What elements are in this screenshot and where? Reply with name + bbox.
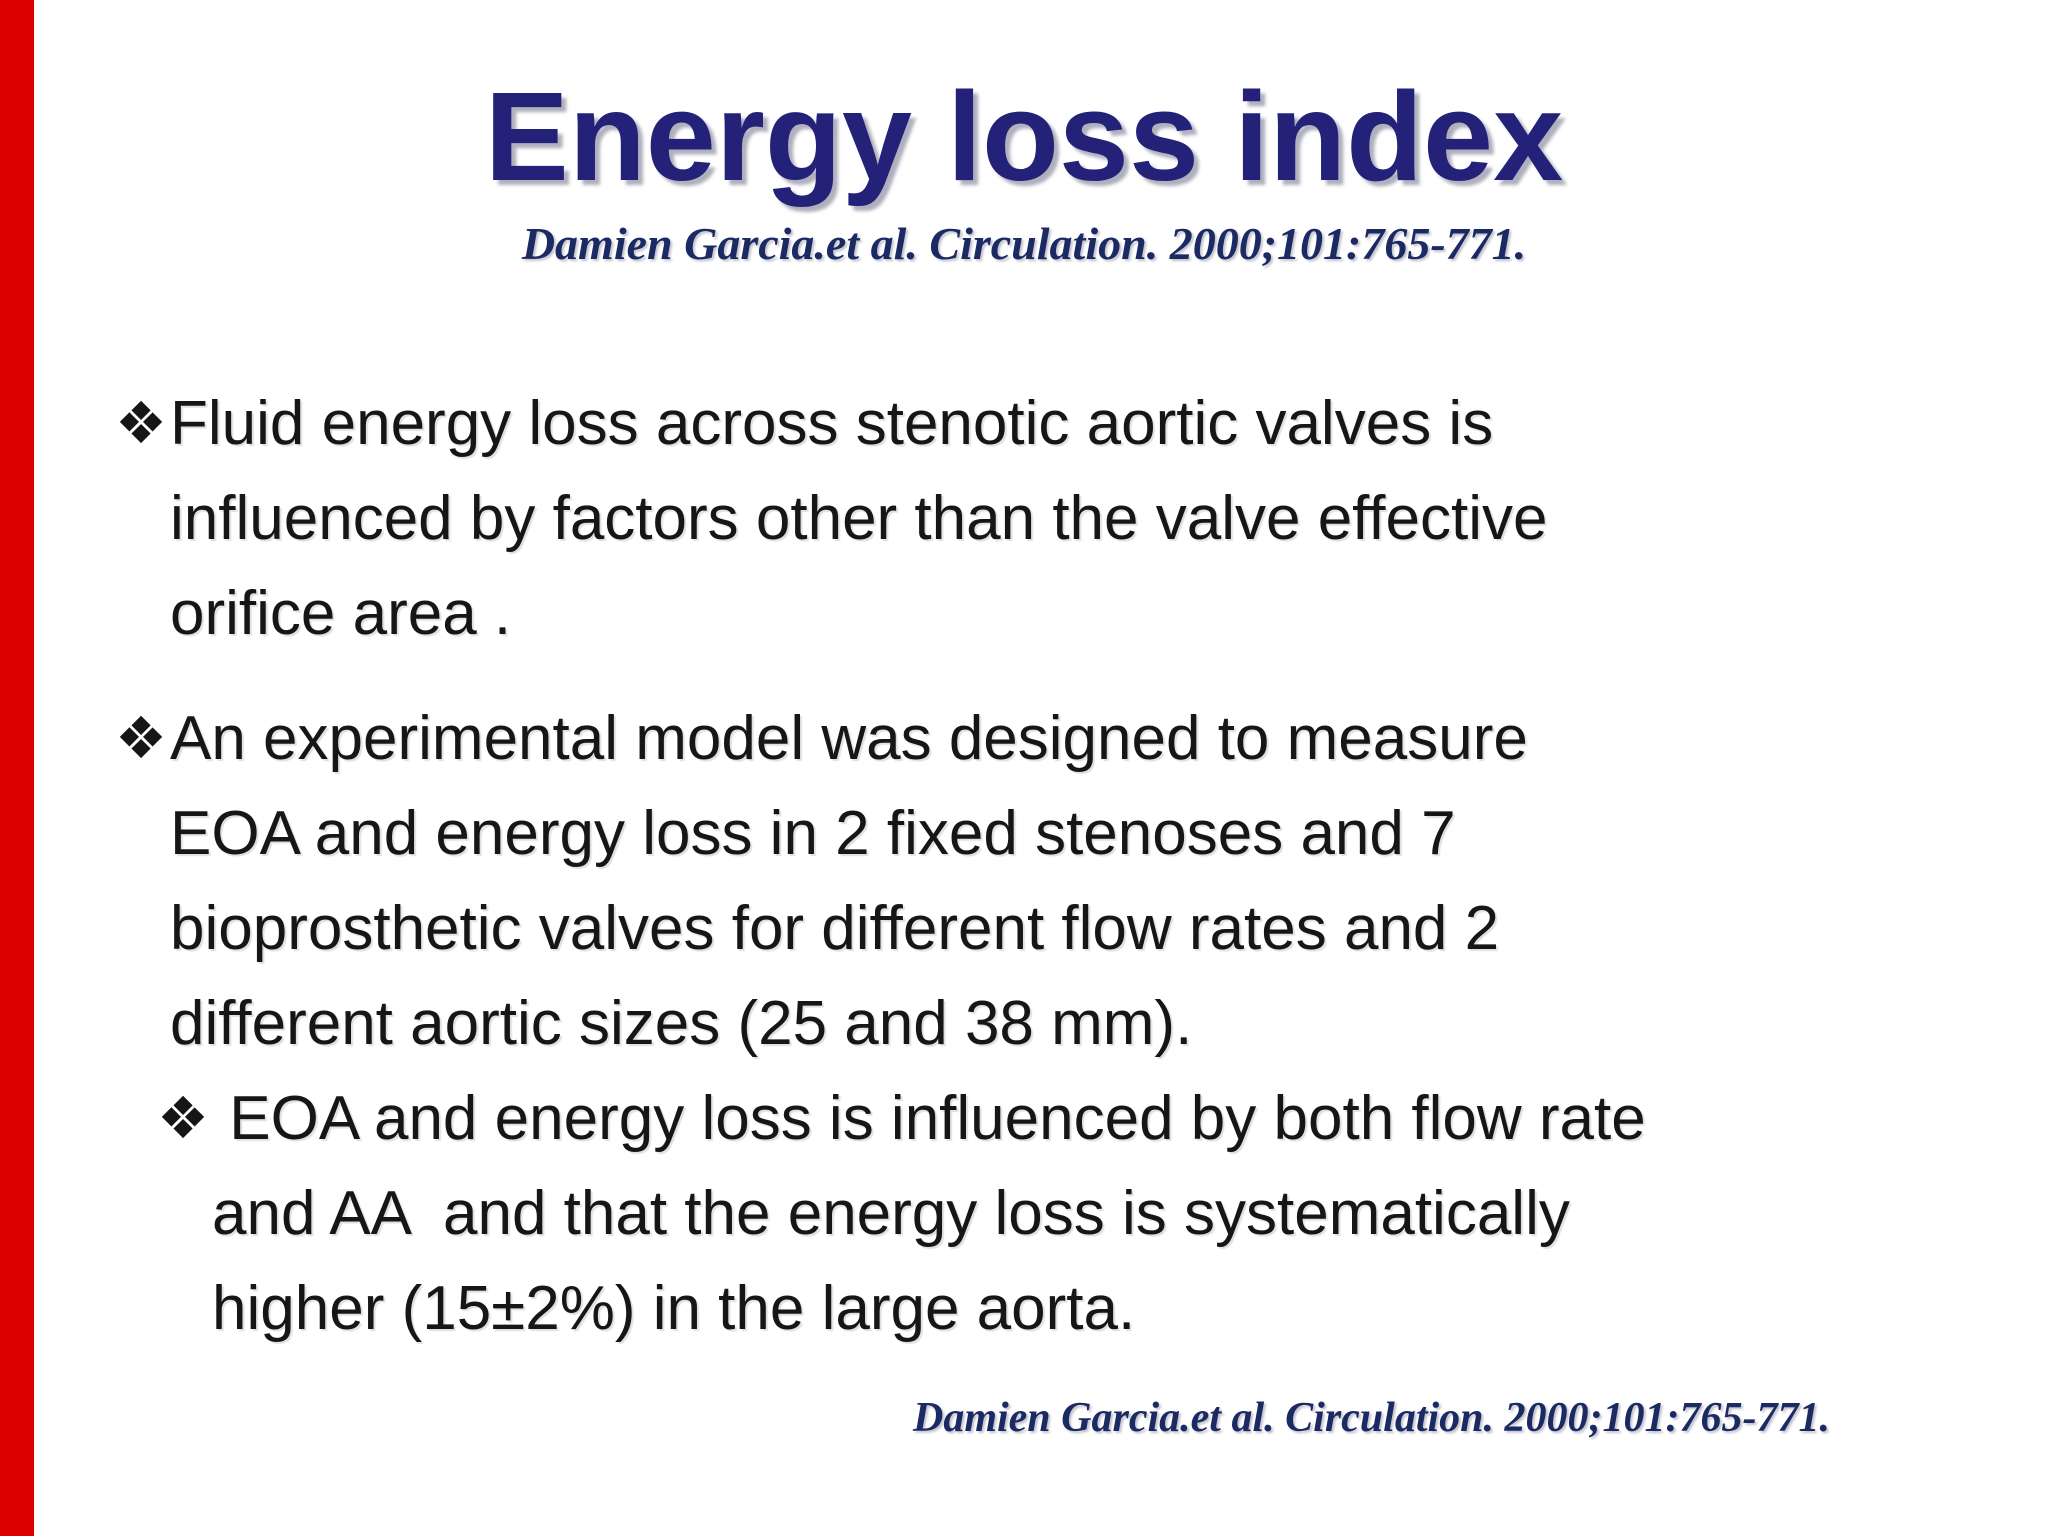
citation-bottom: Damien Garcia.et al. Circulation. 2000;1… [913,1395,1830,1441]
bullet-line: influenced by factors other than the val… [170,484,1548,553]
bullet-line: EOA and energy loss in 2 fixed stenoses … [170,799,1456,868]
citation-top: Damien Garcia.et al. Circulation. 2000;1… [521,218,1527,269]
diamond-bullet-icon: ❖ [115,704,167,772]
bullet-line: different aortic sizes (25 and 38 mm). [170,989,1193,1058]
slide-header: Energy loss index Damien Garcia.et al. C… [0,0,2048,272]
bullet-line: Fluid energy loss across stenotic aortic… [170,389,1494,458]
bullet-item: ❖ EOA and energy loss is influenced by b… [157,1071,2008,1356]
bullet-line: higher (15±2%) in the large aorta. [212,1274,1136,1343]
bullet-item: ❖ An experimental model was designed to … [115,691,2008,1071]
diamond-bullet-icon: ❖ [157,1084,209,1152]
bullet-text: An experimental model was designed to me… [170,691,2008,1071]
diamond-bullet-icon: ❖ [115,389,167,457]
bullet-line: bioprosthetic valves for different flow … [170,894,1500,963]
bullet-line: EOA and energy loss is influenced by bot… [212,1084,1646,1153]
red-accent-bar [0,0,34,1536]
bullet-text: EOA and energy loss is influenced by bot… [212,1071,2008,1356]
page-title: Energy loss index [484,66,1564,207]
bullet-text: Fluid energy loss across stenotic aortic… [170,376,2008,661]
bullet-list: ❖ Fluid energy loss across stenotic aort… [0,376,2048,1356]
bullet-item: ❖ Fluid energy loss across stenotic aort… [115,376,2008,661]
bullet-line: and AA and that the energy loss is syste… [212,1179,1570,1248]
bullet-line: An experimental model was designed to me… [170,704,1528,773]
bullet-line: orifice area . [170,579,512,648]
